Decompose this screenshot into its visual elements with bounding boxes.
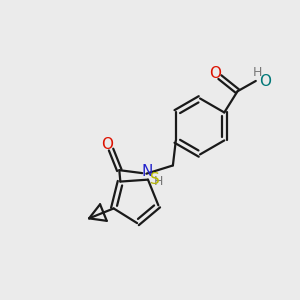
Text: O: O [259, 74, 271, 89]
Text: H: H [253, 66, 262, 79]
Text: O: O [209, 66, 221, 81]
Text: N: N [142, 164, 153, 179]
Text: O: O [101, 137, 113, 152]
Text: S: S [150, 172, 159, 187]
Text: H: H [154, 175, 164, 188]
